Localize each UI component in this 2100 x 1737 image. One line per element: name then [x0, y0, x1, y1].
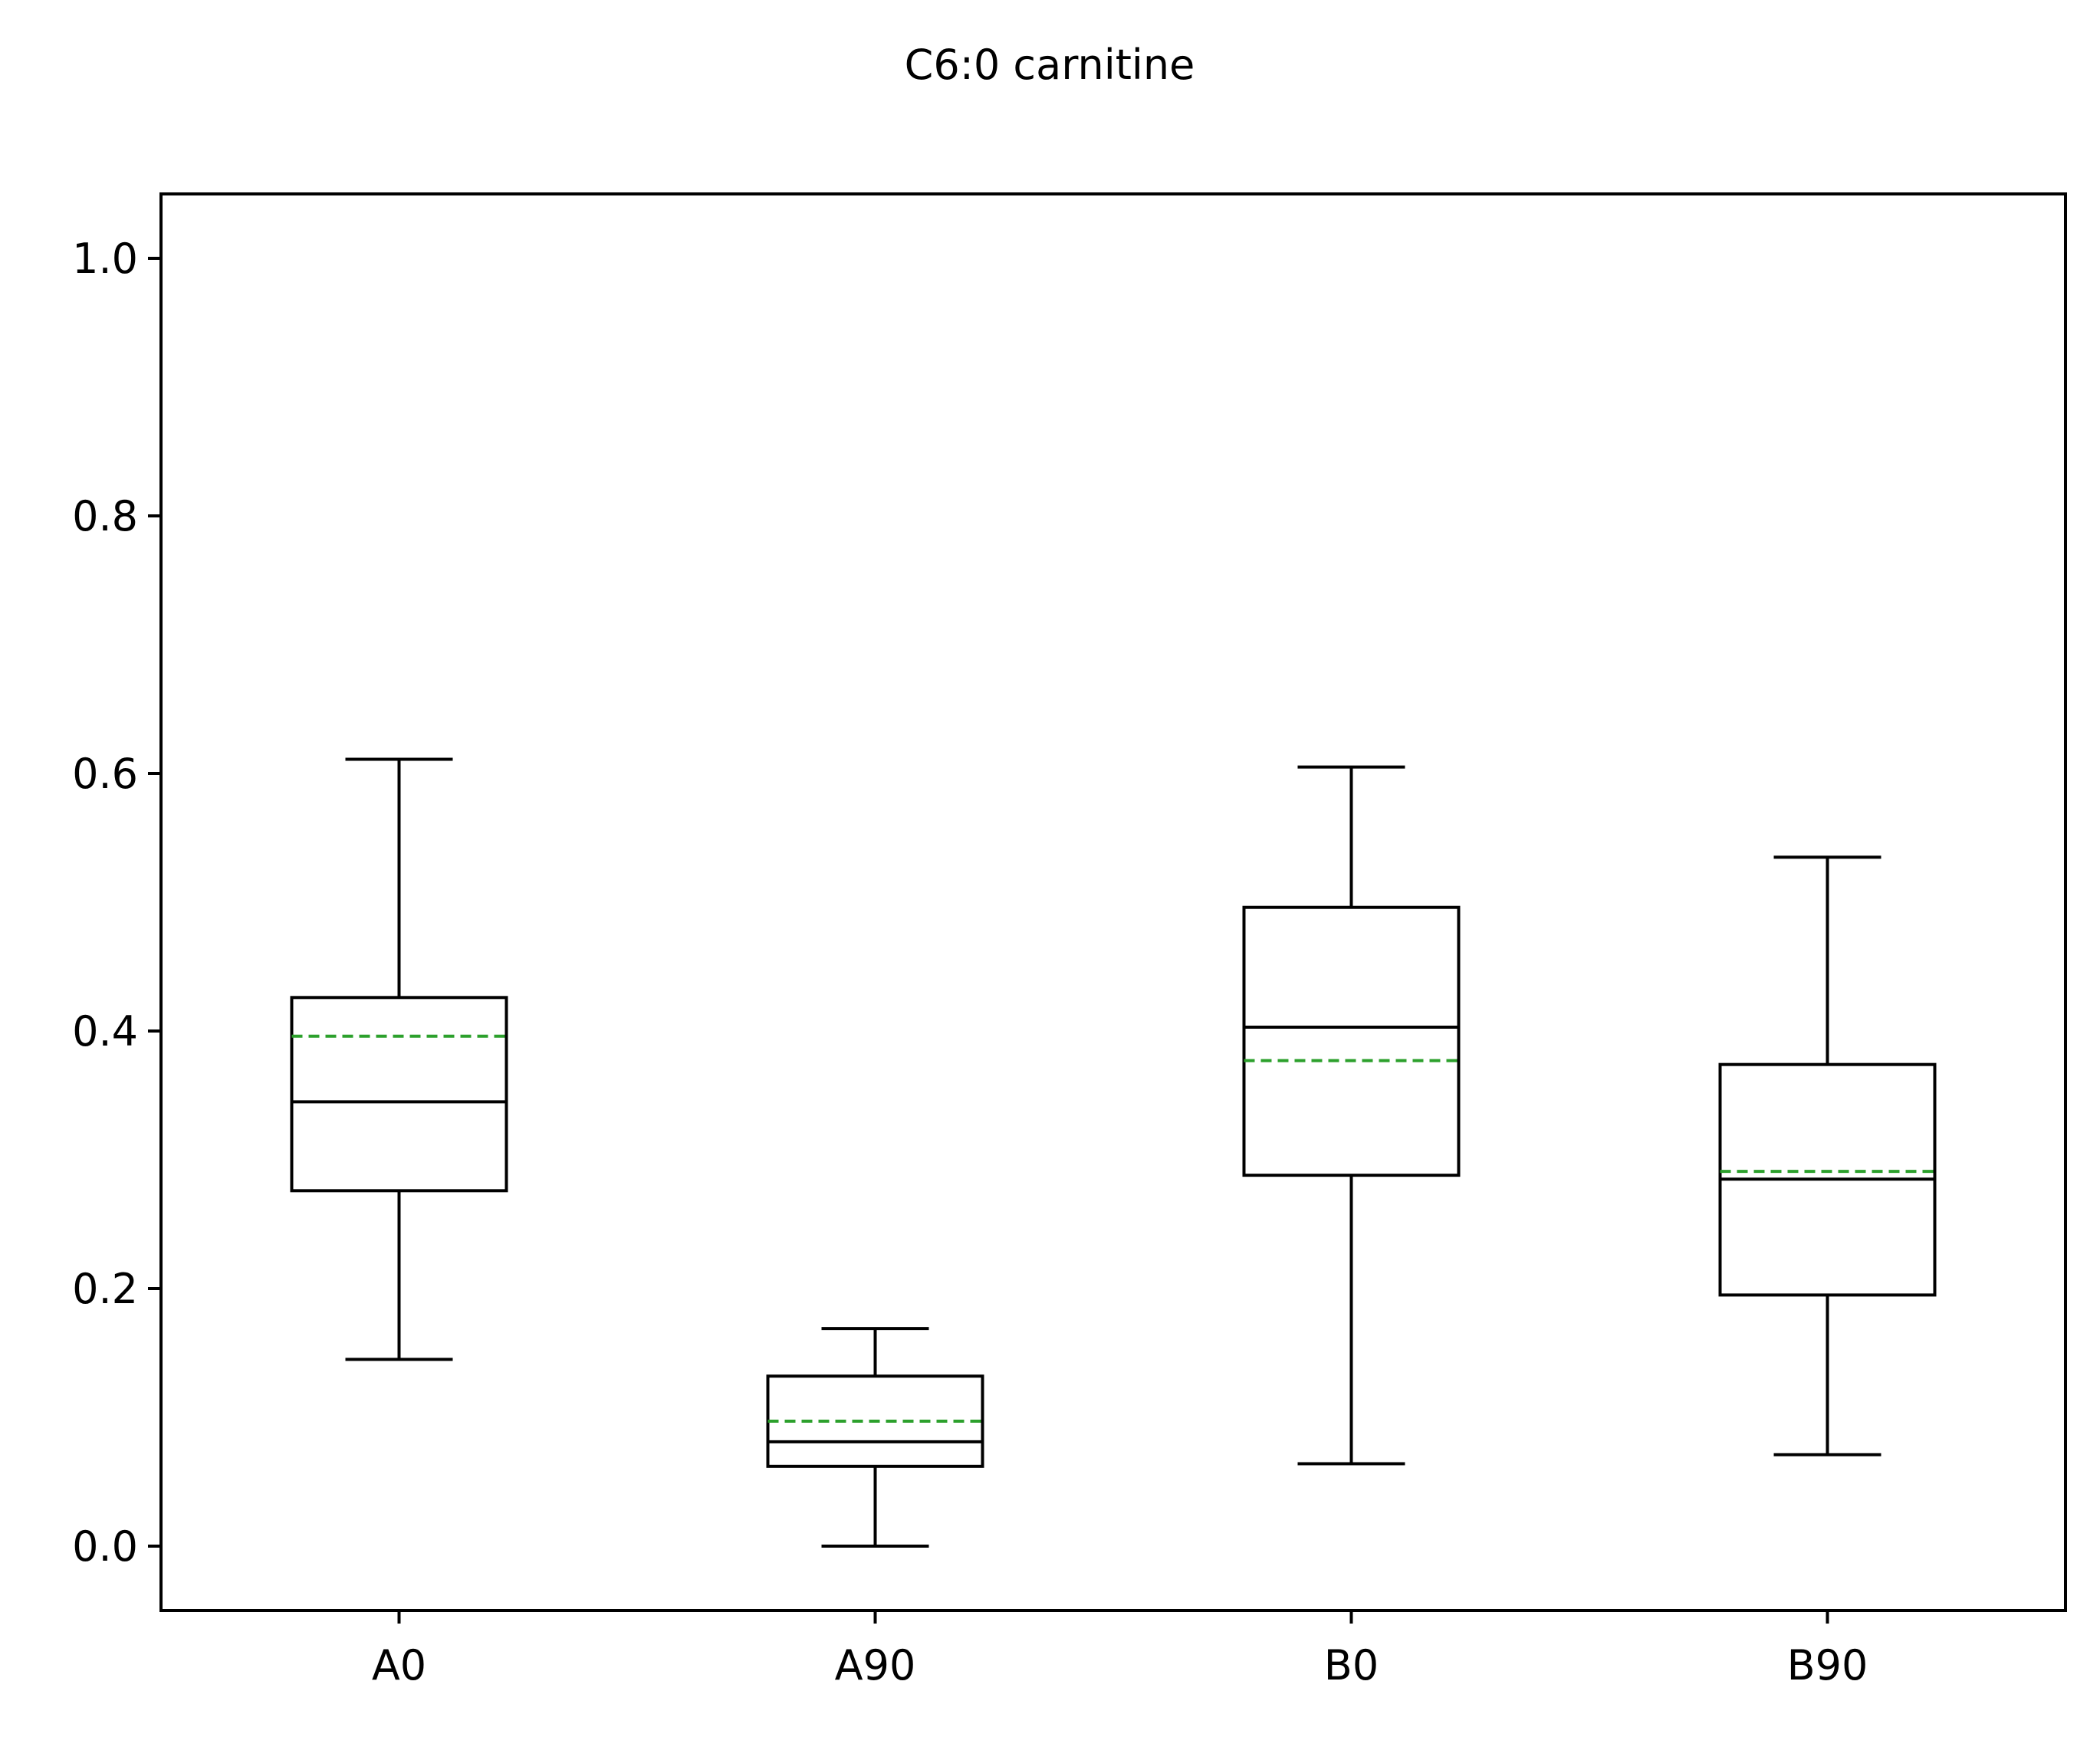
x-tick-label-B0: B0 [1324, 1641, 1379, 1689]
chart-title: C6:0 carnitine [905, 41, 1195, 89]
x-tick-label-A90: A90 [835, 1641, 916, 1689]
y-tick-label: 0.2 [72, 1265, 138, 1313]
interquartile-box [1242, 905, 1461, 1177]
y-axis: 0.0 0.2 0.4 0.6 0.8 1.0 [72, 235, 161, 1571]
x-axis: A0 A90 B0 B90 [372, 1611, 1868, 1689]
y-tick-label: 0.4 [72, 1007, 138, 1056]
y-tick-label: 0.0 [72, 1522, 138, 1571]
plot-area-frame [159, 192, 2067, 1612]
y-tick-label: 0.6 [72, 750, 138, 798]
box-series [290, 757, 1937, 1548]
box-B90 [1718, 855, 1937, 1456]
y-tick-label: 1.0 [72, 235, 138, 283]
x-tick-label-B90: B90 [1787, 1641, 1868, 1689]
box-A0 [290, 757, 508, 1361]
box-A90 [766, 1327, 984, 1548]
interquartile-box [290, 996, 508, 1193]
box-B0 [1242, 765, 1461, 1466]
y-tick-label: 0.8 [72, 492, 138, 540]
x-tick-label-A0: A0 [372, 1641, 426, 1689]
